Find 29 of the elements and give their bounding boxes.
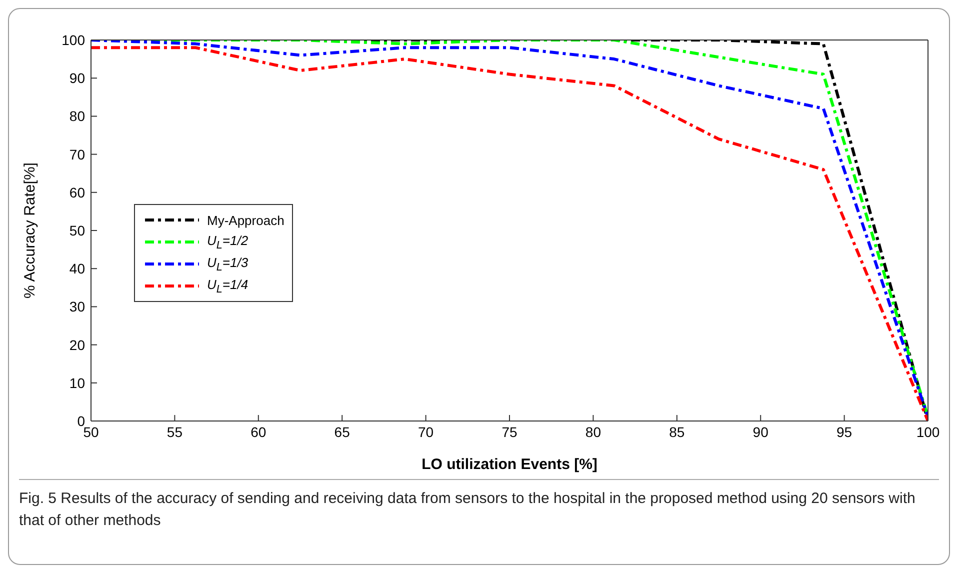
y-tick-label: 20 [69, 336, 86, 353]
legend-label: U$_{L}$=1/3 [207, 254, 248, 274]
caption: Fig. 5 Results of the accuracy of sending and receiving data from sensors to the hospital in the proposed method using 20 sensors with that of other methods [19, 489, 916, 531]
y-axis-title: % Accuracy Rate[%] [21, 162, 38, 298]
y-tick-label: 30 [69, 298, 86, 315]
y-tick-label: 40 [69, 260, 86, 277]
x-tick-label: 70 [418, 424, 434, 440]
x-tick-label: 95 [836, 424, 852, 440]
y-tick-label: 70 [69, 146, 86, 162]
y-tick-label: 80 [69, 108, 86, 124]
x-tick-label: 100 [916, 424, 940, 440]
y-tick-label: 90 [69, 70, 86, 86]
legend-label: U$_{L}$=1/4 [207, 276, 248, 296]
x-tick-label: 60 [250, 424, 266, 440]
x-axis-title: LO utilization Events [%] [422, 456, 598, 473]
y-tick-label: 60 [69, 184, 86, 200]
y-tick-label: 0 [77, 412, 86, 429]
x-tick-label: 80 [585, 424, 602, 440]
legend-label: My-Approach [207, 212, 284, 228]
y-tick-label: 100 [62, 32, 86, 48]
x-tick-label: 75 [502, 424, 518, 440]
x-tick-label: 65 [334, 424, 350, 440]
x-tick-label: 90 [752, 424, 769, 440]
x-tick-label: 55 [166, 424, 183, 440]
y-tick-label: 10 [69, 374, 86, 391]
legend-label: U$_{L}$=1/2 [207, 232, 248, 252]
y-tick-label: 50 [69, 222, 86, 238]
x-tick-label: 50 [83, 424, 99, 440]
x-tick-label: 85 [669, 424, 685, 440]
